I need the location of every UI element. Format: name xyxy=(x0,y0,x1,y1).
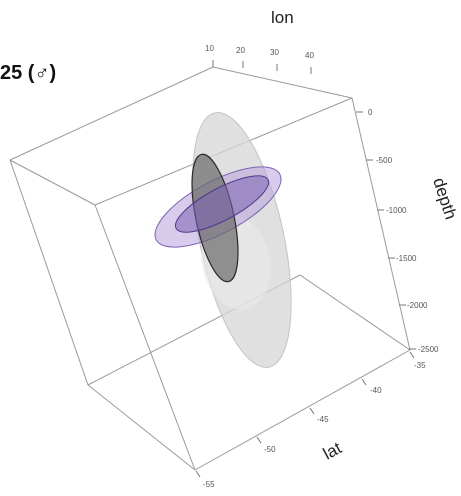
box-edge xyxy=(212,66,353,99)
box-edge xyxy=(9,159,89,386)
lat-tick-label: -55 xyxy=(203,480,215,489)
depth-tick-label: -1000 xyxy=(386,206,407,215)
lat-tick-mark xyxy=(361,378,367,386)
depth-tick-label: -500 xyxy=(376,156,393,165)
lat-tick-label: -50 xyxy=(264,445,276,454)
lat-tick-mark xyxy=(256,436,262,444)
depth-tick-label: -1500 xyxy=(396,254,417,263)
box-edge xyxy=(194,349,411,471)
depth-tick-label: 0 xyxy=(368,108,373,117)
lat-axis-title: lat xyxy=(320,438,345,463)
panel-label: 25 (♂) xyxy=(0,62,56,84)
lon-tick-label: 30 xyxy=(270,48,279,57)
box-edge xyxy=(87,384,196,471)
lon-tick-label: 40 xyxy=(305,51,314,60)
depth-tick-label: -2500 xyxy=(418,345,439,354)
box-edge xyxy=(9,159,96,206)
lat-tick-mark xyxy=(309,407,315,415)
lon-tick-label: 10 xyxy=(205,44,214,53)
lat-tick-label: -45 xyxy=(317,415,329,424)
box-edge xyxy=(299,274,411,351)
lon-tick-label: 20 xyxy=(236,46,245,55)
lat-tick-label: -35 xyxy=(414,361,426,370)
lat-axis: -35 -40 -45 -50 -55 lat xyxy=(195,351,426,489)
lon-axis: lon 10 20 30 40 xyxy=(205,8,314,74)
depth-axis-title: depth xyxy=(429,175,460,221)
ellipsoids xyxy=(154,112,292,368)
lat-tick-mark xyxy=(195,470,201,478)
ellipsoid-purple-inner xyxy=(174,175,270,233)
box-edge xyxy=(351,97,411,351)
box-edge xyxy=(94,204,196,471)
lat-tick-mark xyxy=(409,351,415,359)
box-edge xyxy=(9,66,214,161)
depth-tick-label: -2000 xyxy=(407,301,428,310)
lon-axis-title: lon xyxy=(271,8,294,27)
depth-axis: 0 -500 -1000 -1500 -2000 -2500 depth xyxy=(356,108,460,354)
lat-tick-label: -40 xyxy=(370,386,382,395)
